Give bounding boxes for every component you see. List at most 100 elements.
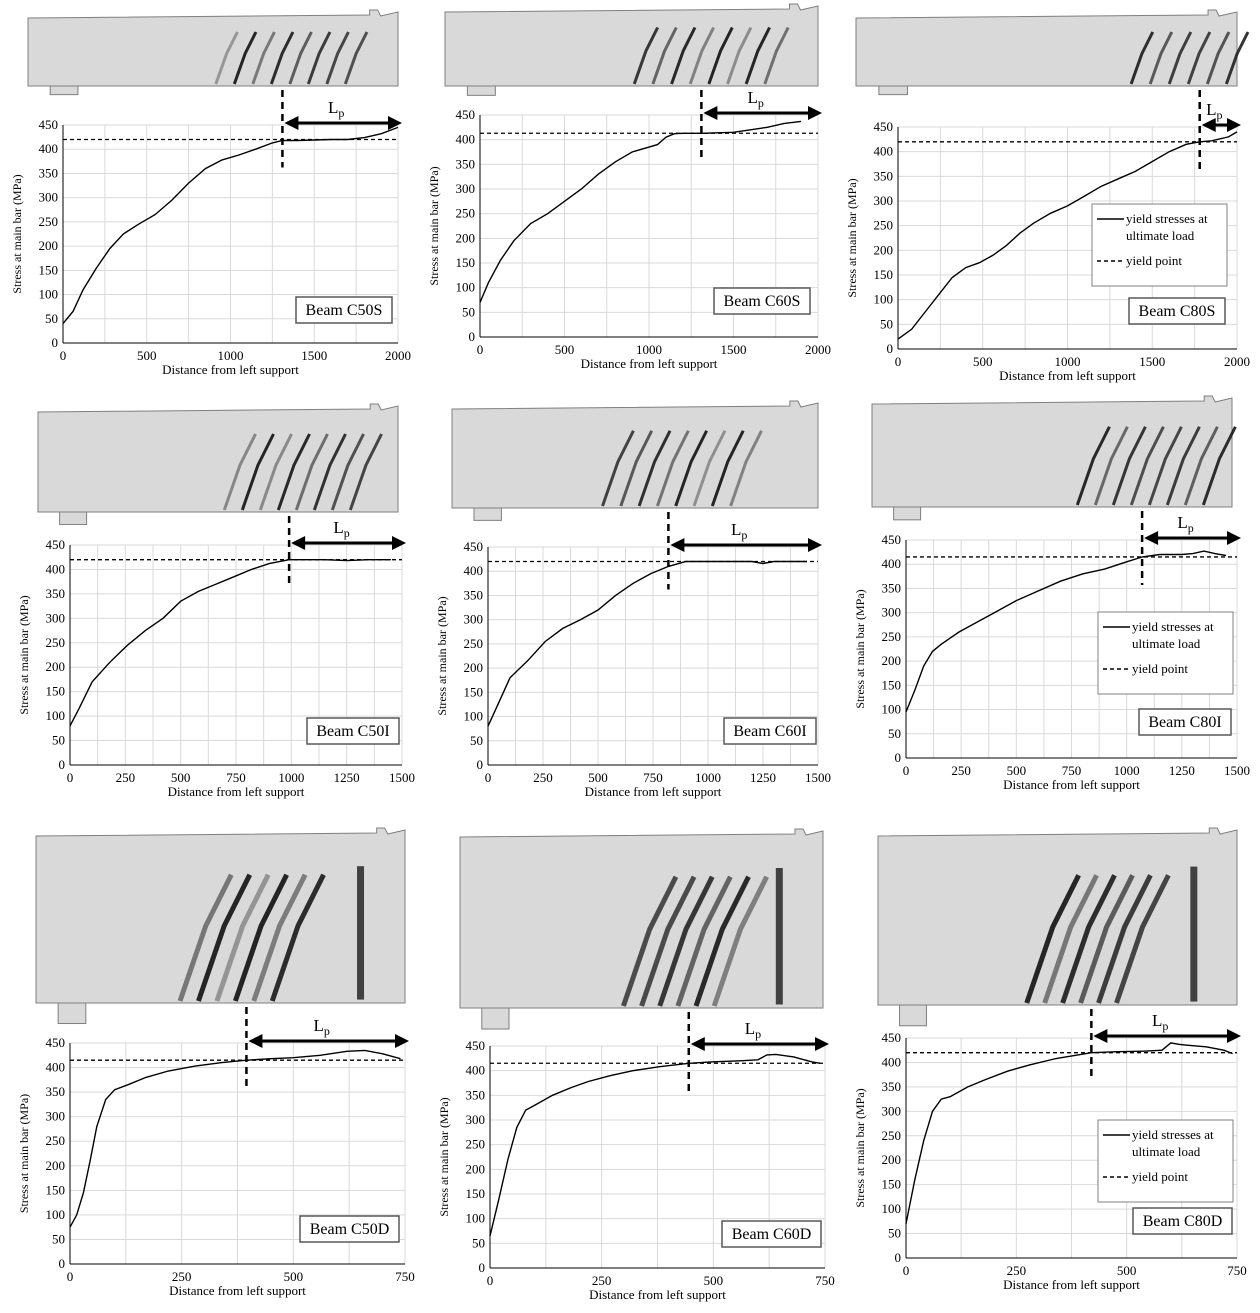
lp-arrow-head-left — [670, 538, 685, 552]
lp-label: Lp — [1152, 1011, 1168, 1033]
x-tick-label: 1000 — [636, 342, 662, 357]
x-tick-label: 0 — [67, 770, 74, 785]
y-tick-label: 100 — [874, 292, 894, 307]
crack-mark — [710, 430, 745, 507]
chart-panel-c50i: 0 50 100 150 200 250 300 350 400 450 0 250 500 750 100… — [17, 403, 415, 799]
y-tick-label: 300 — [882, 1103, 902, 1118]
beam-support — [57, 1002, 87, 1025]
crack-mark — [240, 433, 275, 511]
y-tick-label: 300 — [464, 612, 484, 627]
x-tick-label: 750 — [815, 1273, 835, 1288]
crack-mark — [729, 430, 763, 507]
crack-mark — [1024, 874, 1081, 1004]
crack-mark — [744, 26, 771, 85]
x-tick-label: 250 — [951, 763, 971, 778]
lp-arrow-head-right — [395, 1034, 409, 1048]
y-tick-label: 0 — [59, 1256, 66, 1271]
crack-mark — [1093, 426, 1129, 506]
x-tick-label: 500 — [171, 770, 191, 785]
y-axis-label: Stress at main bar (MPa) — [435, 596, 449, 715]
x-tick-label: 0 — [903, 1263, 910, 1278]
x-axis-label: Distance from left support — [581, 356, 718, 371]
lp-label: Lp — [1177, 513, 1193, 535]
y-tick-label: 450 — [464, 539, 484, 554]
legend-solid-label: yield stresses at — [1126, 211, 1208, 226]
y-tick-label: 350 — [464, 587, 484, 602]
stress-series-line — [69, 1049, 401, 1228]
crack-mark — [601, 430, 635, 507]
y-tick-label: 100 — [464, 709, 484, 724]
y-tick-label: 350 — [46, 1084, 66, 1099]
stress-series-line — [905, 550, 1227, 713]
beam-diagram — [444, 3, 819, 96]
beam-body — [451, 400, 819, 509]
crack-mark — [251, 31, 276, 85]
y-tick-label: 150 — [456, 255, 476, 270]
y-tick-label: 350 — [466, 1087, 486, 1102]
x-tick-label: 500 — [704, 1273, 724, 1288]
crack-mark — [258, 433, 293, 511]
beam-label-box — [1132, 1207, 1233, 1235]
chart-panel-c60s: 0 50 100 150 200 250 300 350 400 450 0 500 1000 1500 2… — [427, 3, 831, 371]
y-tick-label: 450 — [46, 537, 66, 552]
y-tick-label: 300 — [874, 193, 894, 208]
crack-mark — [711, 875, 769, 1007]
crack-mark — [1075, 426, 1111, 506]
stress-series-line — [897, 131, 1238, 340]
y-tick-label: 400 — [466, 1063, 486, 1078]
y-tick-label: 0 — [52, 335, 59, 350]
stress-series-line — [489, 1053, 821, 1237]
crack-mark — [214, 31, 239, 85]
lp-arrow-head-right — [815, 1037, 829, 1051]
y-tick-label: 400 — [464, 563, 484, 578]
legend-dashed-label: yield point — [1126, 253, 1182, 268]
x-tick-label: 1250 — [1169, 763, 1195, 778]
x-tick-label: 1000 — [218, 348, 244, 363]
beam-support — [481, 1007, 510, 1030]
x-tick-label: 250 — [172, 1269, 192, 1284]
crack-mark — [726, 26, 753, 85]
y-tick-label: 400 — [39, 141, 59, 156]
y-tick-label: 150 — [46, 684, 66, 699]
legend: yield stresses at ultimate load yield poin… — [1097, 611, 1234, 695]
crack-mark — [637, 430, 672, 507]
y-tick-label: 450 — [882, 532, 902, 547]
chart-panel-c80i: 0 50 100 150 200 250 300 350 400 450 0 250 500 750 100… — [853, 395, 1250, 792]
x-tick-label: 500 — [284, 1269, 304, 1284]
y-tick-label: 350 — [39, 165, 59, 180]
lp-label: Lp — [328, 98, 344, 120]
crack-mark — [251, 873, 308, 1002]
chart-panel-c80s: 0 50 100 150 200 250 300 350 400 450 0 500 1000 1500 2… — [845, 9, 1250, 383]
y-tick-label: 200 — [456, 230, 476, 245]
y-tick-label: 250 — [464, 636, 484, 651]
beam-body — [871, 395, 1233, 508]
beam-support — [899, 1004, 927, 1027]
lp-label: Lp — [745, 1019, 761, 1041]
crack-mark — [1183, 426, 1219, 506]
chart-panel-c80d: 0 50 100 150 200 250 300 350 400 450 0 250 500 750 Dis… — [853, 827, 1247, 1292]
lp-arrow-head-right — [808, 538, 822, 552]
lp-arrow-head-right — [1227, 1029, 1241, 1043]
x-tick-label: 250 — [116, 770, 136, 785]
y-tick-label: 150 — [46, 1182, 66, 1197]
x-axis-label: Distance from left support — [1003, 1277, 1140, 1292]
x-tick-label: 1000 — [278, 770, 304, 785]
crack-mark — [1148, 31, 1174, 85]
beam-support — [59, 511, 88, 525]
lp-label: Lp — [1206, 100, 1222, 122]
crack-mark — [657, 875, 715, 1007]
y-tick-label: 0 — [469, 329, 476, 344]
lp-arrow-head-right — [808, 106, 822, 120]
lp-arrow-head-left — [1093, 1029, 1108, 1043]
crack-mark — [692, 430, 727, 507]
x-tick-label: 0 — [895, 354, 902, 369]
crack-mark — [1224, 31, 1250, 85]
x-tick-label: 500 — [588, 770, 608, 785]
x-tick-label: 0 — [485, 770, 492, 785]
lp-arrow-head-left — [703, 106, 718, 120]
y-tick-label: 150 — [882, 1177, 902, 1192]
stress-series-line — [62, 126, 399, 325]
beam-diagram — [877, 827, 1238, 1027]
x-axis-label: Distance from left support — [168, 784, 305, 799]
